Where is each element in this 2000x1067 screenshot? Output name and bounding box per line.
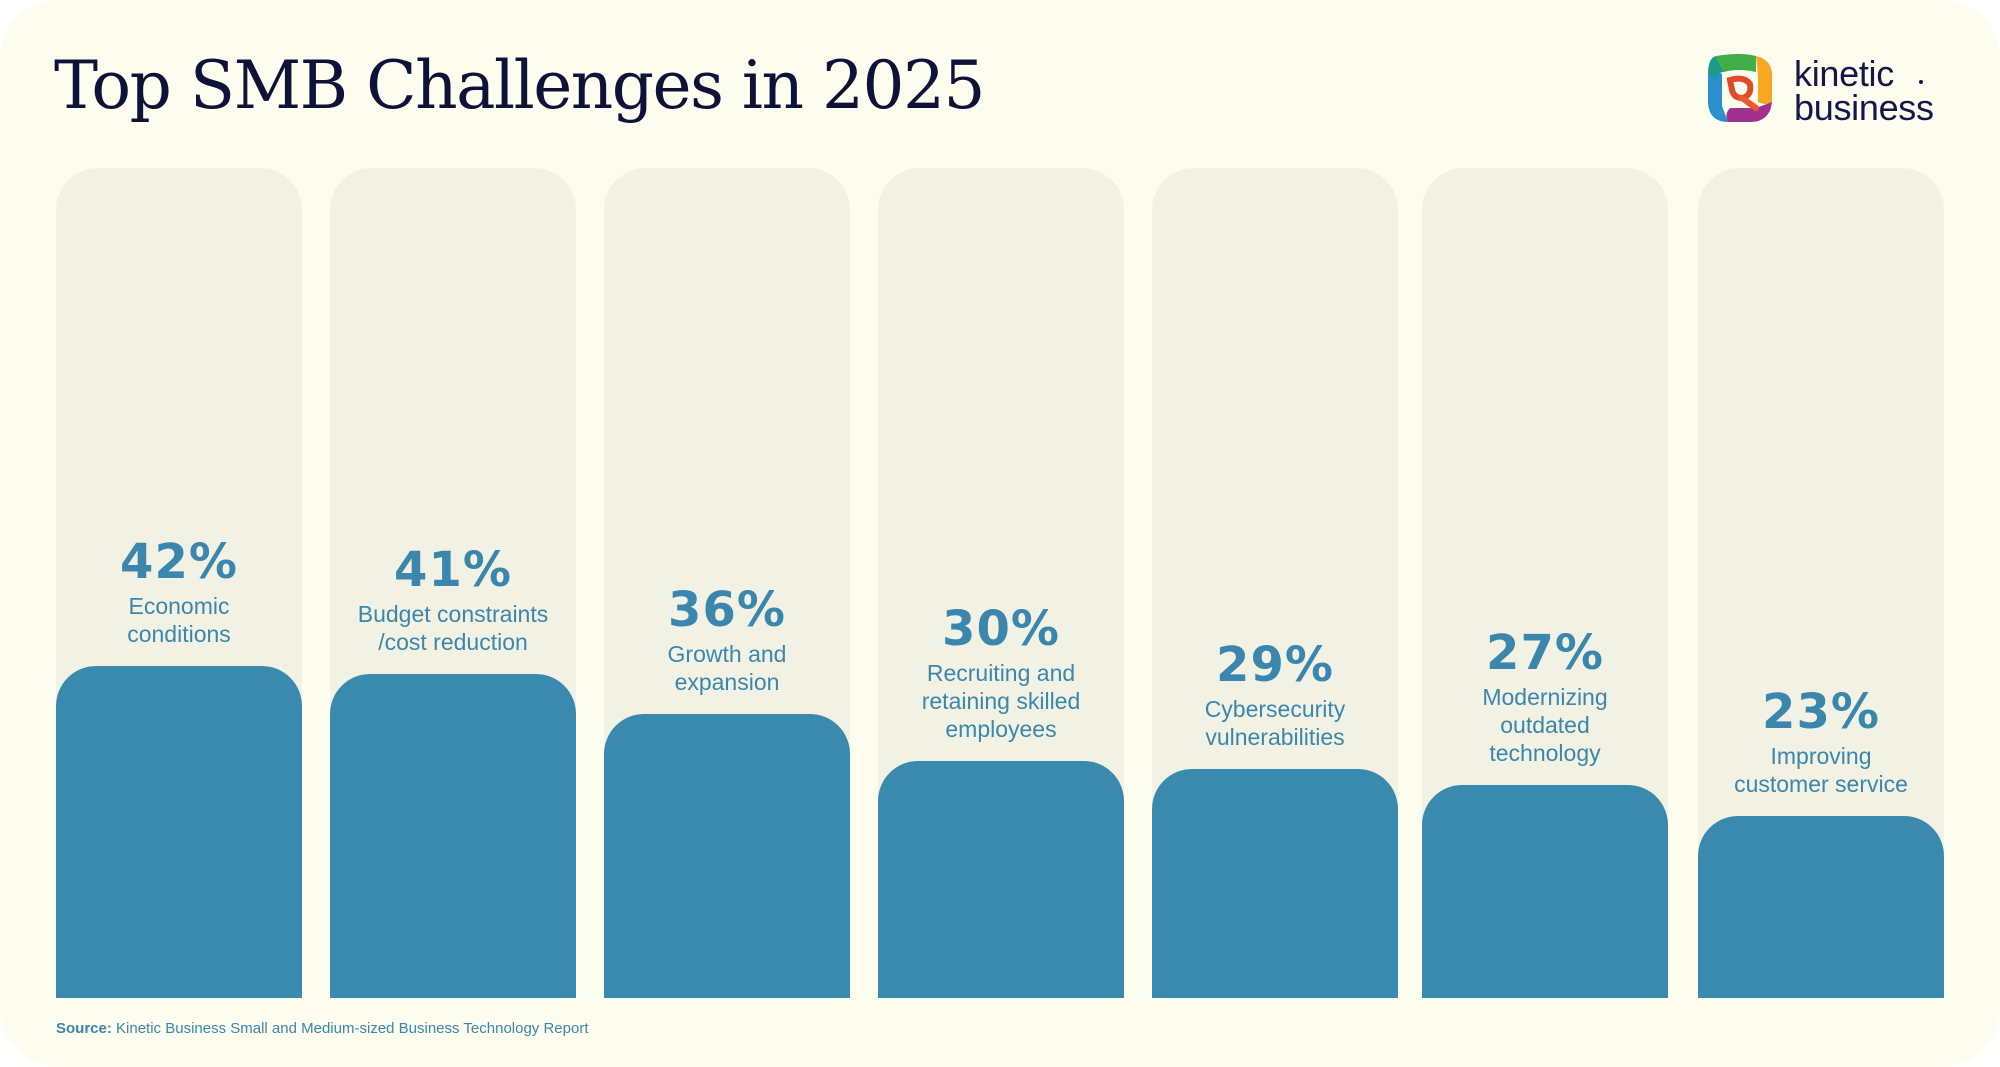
bar-budget-constraints-cost-reduction [330, 674, 576, 998]
bar-improving-customer-service [1698, 816, 1944, 998]
logo-wordmark-kinetic: kinetic [1794, 53, 1894, 94]
bar-label-budget-constraints-cost-reduction: 41% Budget constraints /cost reduction [330, 542, 576, 656]
category-label-cybersecurity-vulnerabilities: Cybersecurity vulnerabilities [1204, 695, 1346, 750]
bar-label-cybersecurity-vulnerabilities: 29% Cybersecurity vulnerabilities [1152, 637, 1398, 751]
bar-recruiting-and-retaining-skilled-employees [878, 761, 1124, 998]
kinetic-logo-icon [1708, 54, 1773, 122]
category-label-improving-customer-service: Improving customer service [1734, 743, 1908, 798]
bar-economic-conditions [56, 666, 302, 998]
bar-modernizing-outdated-technology [1422, 784, 1668, 998]
data-label-recruiting-and-retaining-skilled-employees: 30% [942, 601, 1060, 657]
bar-growth-and-expansion [604, 713, 850, 998]
source-note: Source: Kinetic Business Small and Mediu… [56, 1020, 589, 1038]
category-label-modernizing-outdated-technology: Modernizing outdated technology [1482, 683, 1608, 766]
logo-wordmark-business: business [1794, 87, 1934, 128]
bar-cybersecurity-vulnerabilities [1152, 768, 1398, 998]
data-label-modernizing-outdated-technology: 27% [1486, 624, 1604, 681]
page-title: Top SMB Challenges in 2025 [54, 47, 986, 124]
category-label-growth-and-expansion: Growth and expansion [667, 640, 787, 695]
category-label-economic-conditions: Economic conditions [127, 593, 231, 648]
bar-label-modernizing-outdated-technology: 27% Modernizing outdated technology [1422, 625, 1668, 767]
bar-label-improving-customer-service: 23% Improving customer service [1698, 684, 1944, 798]
source-label: Source: [56, 1020, 112, 1037]
data-label-economic-conditions: 42% [120, 534, 238, 591]
bar-label-economic-conditions: 42% Economic conditions [56, 534, 302, 648]
category-label-recruiting-and-retaining-skilled-employees: Recruiting and retaining skilled employe… [921, 660, 1081, 742]
data-label-budget-constraints-cost-reduction: 41% [394, 542, 512, 599]
category-label-budget-constraints-cost-reduction: Budget constraints /cost reduction [357, 601, 549, 656]
data-label-growth-and-expansion: 36% [668, 581, 786, 638]
bar-label-growth-and-expansion: 36% Growth and expansion [604, 582, 850, 696]
kinetic-business-logo: kinetic business [1704, 50, 1954, 130]
data-label-improving-customer-service: 23% [1762, 684, 1880, 741]
source-text: Kinetic Business Small and Medium-sized … [116, 1020, 589, 1037]
bar-label-recruiting-and-retaining-skilled-employees: 30% Recruiting and retaining skilled empl… [878, 601, 1124, 743]
data-label-cybersecurity-vulnerabilities: 29% [1216, 636, 1334, 693]
logo-registered-dot [1919, 80, 1923, 84]
